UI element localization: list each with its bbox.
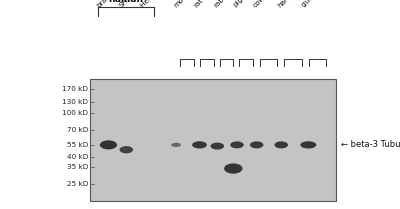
Text: cow: cow xyxy=(252,0,266,8)
Text: 35 kD: 35 kD xyxy=(67,164,88,170)
Ellipse shape xyxy=(300,141,316,149)
Ellipse shape xyxy=(274,141,288,148)
Ellipse shape xyxy=(210,143,224,150)
Text: rat: rat xyxy=(193,0,204,8)
Text: 55 kD: 55 kD xyxy=(67,142,88,148)
Text: ← beta-3 Tubulin: ← beta-3 Tubulin xyxy=(341,140,400,149)
Text: 40 kD: 40 kD xyxy=(67,154,88,160)
FancyBboxPatch shape xyxy=(90,79,336,201)
Ellipse shape xyxy=(224,163,242,174)
Text: 100 kD: 100 kD xyxy=(62,110,88,116)
Text: 25 kD: 25 kD xyxy=(67,181,88,187)
Text: guinea pig: guinea pig xyxy=(301,0,332,8)
Ellipse shape xyxy=(120,146,133,153)
Text: pig: pig xyxy=(232,0,244,8)
Text: brain: brain xyxy=(96,0,113,8)
Ellipse shape xyxy=(192,141,207,149)
Text: human: human xyxy=(108,0,144,4)
Text: mouse: mouse xyxy=(173,0,194,8)
Ellipse shape xyxy=(250,141,264,148)
Ellipse shape xyxy=(230,141,244,148)
Text: HeLa *: HeLa * xyxy=(140,0,161,8)
Text: 70 kD: 70 kD xyxy=(67,127,88,133)
Text: 170 kD: 170 kD xyxy=(62,86,88,92)
Text: hamster: hamster xyxy=(276,0,302,8)
Text: rabbit: rabbit xyxy=(212,0,232,8)
Ellipse shape xyxy=(100,140,117,149)
Ellipse shape xyxy=(171,143,181,147)
Text: SHSY5Y: SHSY5Y xyxy=(118,0,142,8)
Text: 130 kD: 130 kD xyxy=(62,99,88,106)
